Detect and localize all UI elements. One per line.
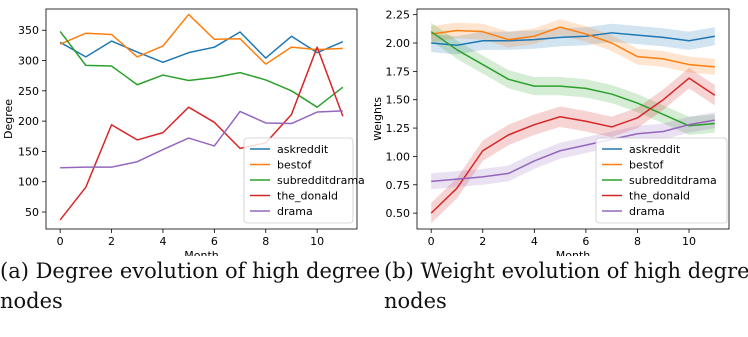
y-tick-label: 1.50: [386, 94, 411, 107]
series-line-bestof: [59, 13, 343, 65]
x-tick-label: 0: [57, 235, 64, 248]
y-axis-label: Degree: [2, 99, 15, 139]
series-line-drama: [431, 119, 715, 183]
y-tick-label: 150: [18, 145, 39, 158]
x-tick-label: 4: [531, 235, 538, 248]
plot-frame: [416, 8, 730, 230]
legend-box: [595, 137, 728, 224]
band-drama: [431, 112, 715, 190]
x-tick-label: 10: [682, 235, 696, 248]
x-tick-label: 4: [159, 235, 166, 248]
y-tick-label: 2.00: [386, 37, 411, 50]
y-tick-label: 1.75: [386, 65, 411, 78]
legend-label-askreddit: askreddit: [277, 143, 329, 156]
legend: askreddit bestof subredditdrama the_donaldd…: [243, 137, 365, 224]
band-the_donald: [431, 67, 715, 224]
x-axis-label: Month: [184, 249, 219, 256]
series-line-the_donald: [430, 77, 716, 214]
degree-chart: 0 2 4 6 8 10 50 100 150 200 250 300 350 Month Degree as…: [2, 8, 365, 256]
series-line-askreddit: [431, 32, 715, 47]
series-line-the_donald: [59, 46, 344, 221]
x-tick-label: 2: [479, 235, 486, 248]
y-tick-label: 1.00: [386, 150, 411, 163]
legend-label-bestof: bestof: [629, 159, 665, 172]
x-tick-label: 8: [262, 235, 269, 248]
caption-degree-evolution: (a) Degree evolution of high degree node…: [0, 259, 381, 313]
series-line-drama: [60, 110, 343, 169]
x-tick-label: 6: [211, 235, 218, 248]
y-tick-label: 1.25: [386, 122, 411, 135]
legend-label-askreddit: askreddit: [629, 143, 681, 156]
x-axis-label: Month: [556, 249, 591, 256]
legend: askreddit bestof subredditdrama the_donaldd…: [595, 137, 728, 224]
legend-label-drama: drama: [629, 205, 665, 218]
legend-label-the_donald: the_donald: [277, 190, 338, 203]
series-line-bestof: [431, 26, 715, 68]
band-askreddit: [431, 23, 715, 55]
legend-label-subredditdrama: subredditdrama: [277, 174, 365, 187]
legend-box: [243, 137, 354, 224]
y-tick-label: 0.50: [386, 207, 411, 220]
legend-label-the_donald: the_donald: [629, 190, 690, 203]
x-tick-label: 2: [108, 235, 115, 248]
series-line-subredditdrama: [430, 31, 715, 127]
band-bestof: [431, 19, 715, 75]
x-tick-label: 10: [310, 235, 324, 248]
legend-label-drama: drama: [277, 205, 313, 218]
y-tick-label: 250: [18, 85, 39, 98]
y-tick-label: 50: [25, 206, 39, 219]
y-tick-label: 100: [18, 176, 39, 189]
x-tick-label: 6: [582, 235, 589, 248]
y-tick-label: 0.75: [386, 179, 411, 192]
y-tick-label: 350: [18, 24, 39, 37]
y-axis-label: Weights: [374, 97, 384, 141]
legend-label-subredditdrama: subredditdrama: [629, 174, 717, 187]
caption-weight-line2: nodes: [384, 289, 447, 313]
y-tick-label: 200: [18, 115, 39, 128]
weights-chart: 0 2 4 6 8 10 0.50 0.75 1.00 1.25 1.50 1.75 2.00 2.25 M…: [374, 8, 730, 256]
series-line-askreddit: [59, 31, 344, 64]
series-line-subredditdrama: [59, 30, 344, 108]
y-tick-label: 2.25: [386, 9, 411, 22]
x-tick-label: 0: [428, 235, 435, 248]
caption-weight-evolution: (b) Weight evolution of high degree node…: [384, 256, 748, 316]
band-subredditdrama: [431, 22, 715, 135]
legend-label-bestof: bestof: [277, 159, 313, 172]
caption-weight-line1: (b) Weight evolution of high degree: [384, 259, 748, 283]
y-tick-label: 300: [18, 55, 39, 68]
x-tick-label: 8: [634, 235, 641, 248]
plot-frame: [45, 8, 358, 230]
